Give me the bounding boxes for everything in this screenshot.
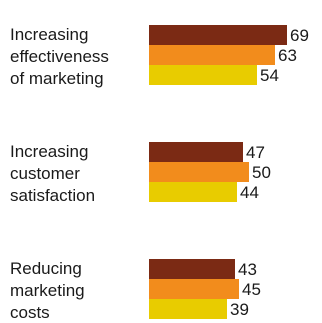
bar [149, 279, 239, 299]
value-label: 69 [290, 26, 309, 45]
category-label-line: costs [10, 303, 50, 322]
value-label: 45 [242, 280, 261, 299]
category-label-line: of marketing [10, 69, 104, 88]
value-label: 44 [240, 183, 259, 202]
category-label: Reducing marketing costs [10, 259, 85, 322]
bar [149, 45, 275, 65]
value-label: 39 [230, 300, 249, 319]
bar [149, 299, 227, 319]
category-label-line: Increasing [10, 25, 88, 44]
bar [149, 65, 257, 85]
category-label-line: satisfaction [10, 186, 95, 205]
bar [149, 142, 243, 162]
value-label: 43 [238, 260, 257, 279]
category-label-line: Reducing [10, 259, 82, 278]
category-label-line: customer [10, 164, 80, 183]
value-label: 63 [278, 46, 297, 65]
bar [149, 182, 237, 202]
category-label-line: marketing [10, 281, 85, 300]
category-label-line: effectiveness [10, 47, 109, 66]
bar [149, 259, 235, 279]
category-label-line: Increasing [10, 142, 88, 161]
bar [149, 25, 287, 45]
category-group: Increasing effectiveness of marketing 69635… [10, 25, 309, 88]
value-label: 47 [246, 143, 265, 162]
value-label: 50 [252, 163, 271, 182]
bar [149, 162, 249, 182]
category-label: Increasing customer satisfaction [10, 142, 95, 205]
category-label: Increasing effectiveness of marketing [10, 25, 109, 88]
value-label: 54 [260, 66, 279, 85]
